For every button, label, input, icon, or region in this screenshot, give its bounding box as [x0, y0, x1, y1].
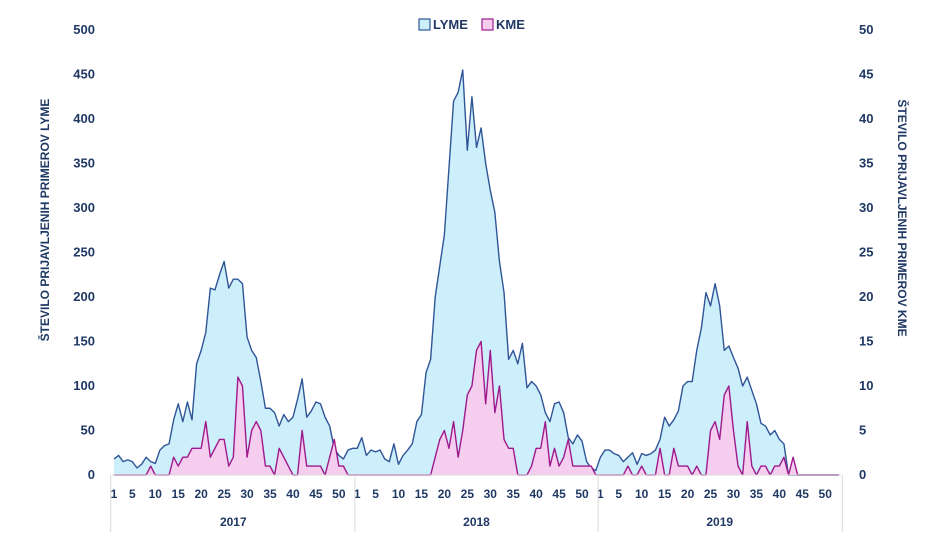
- x-tick-2018-5: 5: [372, 487, 379, 501]
- x-tick-2019-50: 50: [819, 487, 833, 501]
- x-tick-2019-10: 10: [635, 487, 649, 501]
- x-tick-2018-30: 30: [484, 487, 498, 501]
- x-tick-2019-1: 1: [597, 487, 604, 501]
- x-tick-2017-1: 1: [111, 487, 118, 501]
- x-tick-2019-15: 15: [658, 487, 672, 501]
- x-tick-2019-45: 45: [796, 487, 810, 501]
- x-tick-2017-5: 5: [129, 487, 136, 501]
- y-right-tick-10: 10: [859, 378, 873, 393]
- x-tick-2018-15: 15: [415, 487, 429, 501]
- x-tick-2017-30: 30: [240, 487, 254, 501]
- x-tick-2017-10: 10: [149, 487, 163, 501]
- y-right-axis-label: ŠTEVILO PRIJAVLJENIH PRIMEROV KME: [895, 99, 910, 336]
- y-right-tick-50: 50: [859, 22, 873, 37]
- x-tick-2017-50: 50: [332, 487, 346, 501]
- legend-label-kme: KME: [496, 17, 525, 32]
- x-tick-2017-35: 35: [263, 487, 277, 501]
- y-left-tick-400: 400: [73, 111, 95, 126]
- x-tick-2018-25: 25: [461, 487, 475, 501]
- x-tick-2018-20: 20: [438, 487, 452, 501]
- y-left-tick-350: 350: [73, 156, 95, 171]
- x-tick-2018-10: 10: [392, 487, 406, 501]
- legend: LYME KME: [418, 17, 525, 32]
- x-tick-2019-35: 35: [750, 487, 764, 501]
- y-right-tick-30: 30: [859, 200, 873, 215]
- x-tick-2018-1: 1: [354, 487, 361, 501]
- x-tick-2017-15: 15: [172, 487, 186, 501]
- x-tick-2019-25: 25: [704, 487, 718, 501]
- x-tick-2018-35: 35: [507, 487, 521, 501]
- x-tick-2018-50: 50: [575, 487, 589, 501]
- y-left-tick-0: 0: [88, 467, 95, 482]
- x-tick-2019-30: 30: [727, 487, 741, 501]
- x-tick-2019-20: 20: [681, 487, 695, 501]
- y-left-tick-300: 300: [73, 200, 95, 215]
- y-right-tick-5: 5: [859, 423, 866, 438]
- y-right-tick-20: 20: [859, 289, 873, 304]
- x-tick-2019-5: 5: [615, 487, 622, 501]
- x-tick-2019-40: 40: [773, 487, 787, 501]
- y-left-tick-250: 250: [73, 245, 95, 260]
- area-fill-kme: [114, 341, 839, 475]
- y-left-tick-500: 500: [73, 22, 95, 37]
- legend-swatch-lyme: [418, 18, 431, 31]
- y-right-tick-25: 25: [859, 245, 873, 260]
- y-right-tick-15: 15: [859, 334, 873, 349]
- x-tick-2017-25: 25: [217, 487, 231, 501]
- x-tick-2018-45: 45: [552, 487, 566, 501]
- year-label-2018: 2018: [463, 515, 490, 529]
- x-tick-2017-40: 40: [286, 487, 300, 501]
- y-left-tick-100: 100: [73, 378, 95, 393]
- plot-area: [113, 69, 839, 476]
- x-tick-2018-40: 40: [529, 487, 543, 501]
- y-right-tick-0: 0: [859, 467, 866, 482]
- series-line-lyme: [113, 69, 839, 476]
- x-tick-2017-45: 45: [309, 487, 323, 501]
- y-right-ticks: 0 5 10 15 20 25 30 35 40 45 50: [859, 22, 873, 482]
- y-left-ticks: 0 50 100 150 200 250 300 350 400 450 500: [73, 22, 95, 482]
- y-right-tick-35: 35: [859, 156, 873, 171]
- series-line-kme: [114, 340, 839, 476]
- y-left-axis-label: ŠTEVILO PRIJAVLJENIH PRIMEROV LYME: [37, 99, 52, 342]
- y-left-tick-450: 450: [73, 67, 95, 82]
- y-left-tick-150: 150: [73, 334, 95, 349]
- area-fill-lyme: [114, 70, 839, 476]
- y-left-tick-50: 50: [81, 423, 95, 438]
- year-label-2017: 2017: [220, 515, 247, 529]
- y-right-tick-40: 40: [859, 111, 873, 126]
- x-tick-2017-20: 20: [195, 487, 209, 501]
- y-right-tick-45: 45: [859, 67, 873, 82]
- legend-swatch-kme: [481, 18, 494, 31]
- year-label-2019: 2019: [706, 515, 733, 529]
- y-left-tick-200: 200: [73, 289, 95, 304]
- legend-label-lyme: LYME: [433, 17, 468, 32]
